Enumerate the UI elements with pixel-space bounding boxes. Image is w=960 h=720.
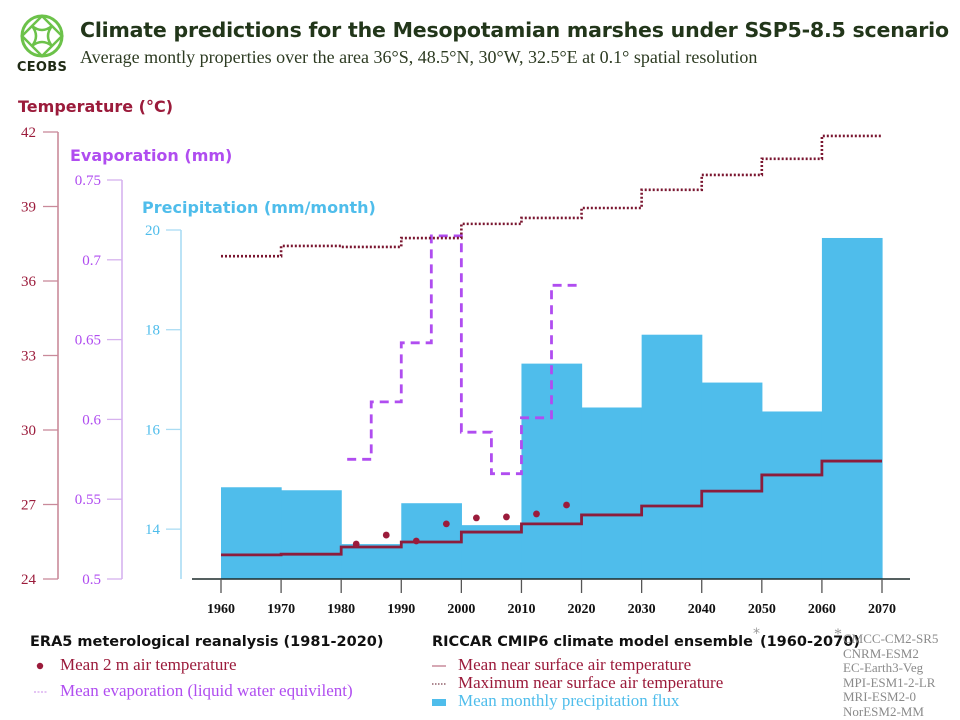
legend-riccar-heading-text: RICCAR CMIP6 climate model ensemble xyxy=(432,634,753,650)
precipitation-axis-title: Precipitation (mm/month) xyxy=(142,198,376,217)
model-item: MRI-ESM2-0 xyxy=(843,689,916,704)
era5-temperature-point xyxy=(472,514,480,522)
dot-marker-icon xyxy=(34,656,50,676)
x-tick-label: 2010 xyxy=(507,602,535,617)
legend-label: Mean near surface air temperature xyxy=(458,655,692,674)
legend-riccar-mean-temp: Mean near surface air temperature xyxy=(432,655,691,676)
model-item: MPI-ESM1-2-LR xyxy=(843,674,936,690)
x-tick-label: 2000 xyxy=(447,602,475,617)
era5-temperature-point xyxy=(503,513,510,521)
precipitation-tick-label: 18 xyxy=(145,323,160,339)
evaporation-line xyxy=(347,234,582,476)
x-tick-label: 2060 xyxy=(808,602,836,617)
x-tick-label: 2050 xyxy=(748,602,776,617)
legend-label: Mean monthly precipitation flux xyxy=(458,691,680,710)
era5-temperature-point xyxy=(412,537,420,545)
evaporation-tick-label: 0.5 xyxy=(82,572,101,588)
precipitation-bar xyxy=(821,237,883,579)
model-list: CMCC-CM2-SR5 CNRM-ESM2 EC-Earth3-Veg MPI… xyxy=(843,631,939,719)
precipitation-bar xyxy=(641,334,703,579)
legend-label: Maximum near surface air temperature xyxy=(458,673,724,692)
temperature-tick-label: 33 xyxy=(21,349,36,365)
evaporation-axis-title: Evaporation (mm) xyxy=(70,146,233,165)
legend-riccar-precip: Mean monthly precipitation flux xyxy=(432,691,679,712)
evaporation-tick-label: 0.75 xyxy=(75,173,101,189)
solid-line-icon xyxy=(432,656,448,676)
model-item: NorESM2-MM xyxy=(843,703,924,719)
precipitation-bar xyxy=(581,407,643,579)
legend-label: Mean evaporation (liquid water equivilen… xyxy=(60,681,353,700)
evaporation-tick-label: 0.65 xyxy=(75,333,101,349)
evaporation-tick-label: 0.7 xyxy=(82,253,101,269)
temperature-tick-label: 30 xyxy=(21,423,36,439)
temperature-tick-label: 24 xyxy=(21,572,37,588)
era5-temperature-point xyxy=(352,540,360,548)
legend-riccar-range: (1960-2070) xyxy=(759,634,860,650)
mean-temperature-line xyxy=(221,459,882,557)
bar-swatch-icon xyxy=(432,692,448,712)
precipitation-bar xyxy=(221,487,282,579)
x-tick-label: 1990 xyxy=(387,602,415,617)
legend-riccar-asterisk: * xyxy=(752,626,760,642)
model-item: EC-Earth3-Veg xyxy=(843,660,924,675)
legend-riccar-heading: RICCAR CMIP6 climate model ensemble*(196… xyxy=(432,626,860,650)
temperature-tick-label: 36 xyxy=(21,274,37,290)
temperature-tick-label: 27 xyxy=(21,498,37,514)
era5-temperature-point xyxy=(533,510,540,518)
era5-temperature-point xyxy=(442,520,450,528)
x-tick-label: 2020 xyxy=(568,602,596,617)
precipitation-bar xyxy=(281,490,342,579)
dashed-line-icon xyxy=(34,682,50,702)
x-tick-label: 1970 xyxy=(267,602,295,617)
temperature-tick-label: 42 xyxy=(21,125,36,141)
precipitation-tick-label: 16 xyxy=(145,422,161,438)
legend-riccar-max-temp: Maximum near surface air temperature xyxy=(432,673,723,694)
precipitation-bar xyxy=(701,382,763,579)
page-subtitle: Average montly properties over the area … xyxy=(80,47,758,67)
era5-temperature-point xyxy=(382,531,390,539)
globe-logo-icon xyxy=(20,14,64,58)
precipitation-bar xyxy=(761,411,823,579)
x-tick-label: 1960 xyxy=(207,602,235,617)
legend-label: Mean 2 m air temperature xyxy=(60,655,237,674)
precipitation-bar xyxy=(341,544,402,579)
legend-era5-heading: ERA5 meterological reanalysis (1981-2020… xyxy=(30,634,384,650)
dotted-line-icon xyxy=(432,674,448,694)
temperature-axis-title: Temperature (°C) xyxy=(18,97,174,116)
models-asterisk: * xyxy=(834,626,842,643)
evaporation-tick-label: 0.55 xyxy=(75,492,101,508)
evaporation-tick-label: 0.6 xyxy=(82,412,101,428)
max-temperature-line xyxy=(221,134,882,258)
ceobs-logo: CEOBS xyxy=(12,12,72,80)
precipitation-tick-label: 14 xyxy=(145,522,161,538)
x-tick-label: 2040 xyxy=(688,602,716,617)
legend-era5-evaporation: Mean evaporation (liquid water equivilen… xyxy=(34,681,353,702)
x-tick-label: 2030 xyxy=(628,602,656,617)
x-tick-label: 1980 xyxy=(327,602,355,617)
temperature-tick-label: 39 xyxy=(21,200,36,216)
precipitation-tick-label: 20 xyxy=(145,223,160,239)
legend-era5-temperature: Mean 2 m air temperature xyxy=(34,655,237,676)
model-item: CNRM-ESM2 xyxy=(843,645,919,661)
model-item: CMCC-CM2-SR5 xyxy=(843,631,939,646)
logo-text: CEOBS xyxy=(16,60,68,75)
x-tick-label: 2070 xyxy=(868,602,896,617)
page-title: Climate predictions for the Mesopotamian… xyxy=(80,18,949,42)
era5-temperature-point xyxy=(563,501,570,509)
precipitation-bar xyxy=(461,525,523,579)
